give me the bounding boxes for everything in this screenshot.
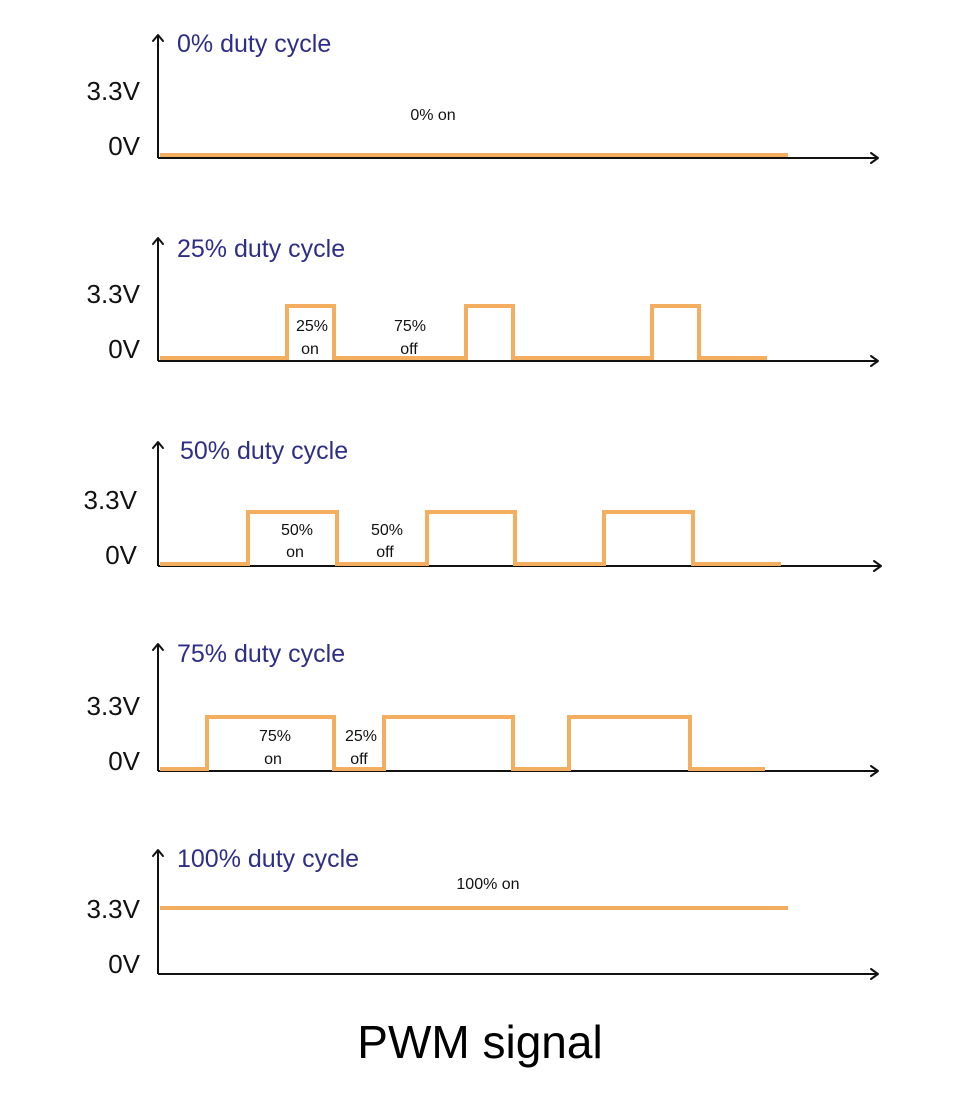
high-voltage-label: 3.3V: [87, 76, 141, 106]
annotation-on-label: on: [301, 341, 319, 358]
high-voltage-label: 3.3V: [87, 691, 141, 721]
panel-75pct: 75% duty cycle 3.3V 0V 75% on 25% off: [87, 640, 879, 777]
y-axis-arrow-icon: [152, 441, 164, 449]
low-voltage-label: 0V: [108, 949, 140, 979]
annotation-off-value: 25%: [345, 728, 377, 745]
annotation-off-label: off: [350, 751, 368, 768]
x-axis-arrow-icon: [870, 152, 879, 164]
high-voltage-label: 3.3V: [87, 279, 141, 309]
panel-title: 100% duty cycle: [177, 845, 359, 873]
y-axis-arrow-icon: [152, 237, 164, 245]
y-axis-arrow-icon: [152, 34, 164, 42]
annotation-off-value: 75%: [394, 318, 426, 335]
annotation-on: 0% on: [410, 107, 455, 124]
low-voltage-label: 0V: [108, 131, 140, 161]
panel-title: 50% duty cycle: [180, 437, 348, 465]
annotation-on-value: 75%: [259, 728, 291, 745]
panel-title: 25% duty cycle: [177, 235, 345, 263]
annotation-on-value: 25%: [296, 318, 328, 335]
annotation-on: 100% on: [456, 876, 519, 893]
x-axis-arrow-icon: [870, 765, 879, 777]
panel-100pct: 100% duty cycle 3.3V 0V 100% on: [87, 845, 879, 980]
signal-waveform: [160, 510, 781, 566]
x-axis-arrow-icon: [870, 355, 879, 367]
annotation-on-label: on: [286, 544, 304, 561]
signal-waveform: [160, 304, 767, 360]
annotation-on-label: on: [264, 751, 282, 768]
high-voltage-label: 3.3V: [87, 894, 141, 924]
y-axis-arrow-icon: [152, 643, 164, 651]
annotation-off-label: off: [376, 544, 394, 561]
panel-title: 0% duty cycle: [177, 30, 331, 58]
x-axis-arrow-icon: [870, 968, 879, 980]
annotation-off-value: 50%: [371, 522, 403, 539]
panel-0pct: 0% duty cycle 3.3V 0V 0% on: [87, 30, 879, 164]
low-voltage-label: 0V: [108, 334, 140, 364]
y-axis-arrow-icon: [152, 849, 164, 857]
diagram-title: PWM signal: [357, 1016, 602, 1068]
x-axis-arrow-icon: [873, 560, 882, 572]
annotation-on-value: 50%: [281, 522, 313, 539]
low-voltage-label: 0V: [108, 746, 140, 776]
panel-title: 75% duty cycle: [177, 640, 345, 668]
low-voltage-label: 0V: [105, 540, 137, 570]
annotation-off-label: off: [400, 341, 418, 358]
high-voltage-label: 3.3V: [84, 485, 138, 515]
panel-50pct: 50% duty cycle 3.3V 0V 50% on 50% off: [84, 437, 882, 572]
panel-25pct: 25% duty cycle 3.3V 0V 25% on 75% off: [87, 235, 879, 367]
signal-waveform: [160, 715, 765, 771]
